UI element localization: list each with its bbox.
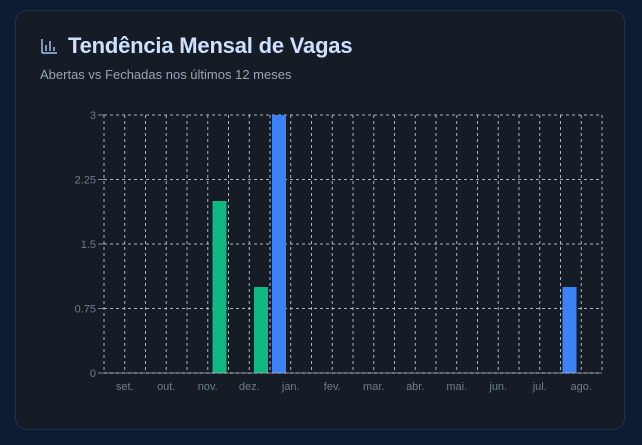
x-tick-label: nov. <box>198 381 218 393</box>
bar-blue <box>562 287 577 373</box>
y-tick-label: 1.5 <box>81 239 96 251</box>
x-tick-label: mai. <box>446 381 467 393</box>
x-tick-label: fev. <box>324 381 341 393</box>
y-tick-label: 2.25 <box>75 175 96 187</box>
bar-green <box>254 287 268 373</box>
x-tick-label: abr. <box>406 381 424 393</box>
x-tick-label: dez. <box>239 381 260 393</box>
bars <box>212 115 577 373</box>
bar-chart-icon <box>40 37 58 55</box>
y-tick-label: 0 <box>90 368 96 380</box>
bar-green <box>212 201 227 373</box>
x-tick-label: jan. <box>281 381 300 393</box>
bar-blue <box>272 115 286 373</box>
x-tick-label: jul. <box>532 381 547 393</box>
x-tick-label: ago. <box>571 381 592 393</box>
y-tick-label: 3 <box>90 110 96 122</box>
grid <box>98 114 603 374</box>
title-row: Tendência Mensal de Vagas <box>40 33 353 59</box>
x-tick-label: mar. <box>363 381 384 393</box>
chart-title: Tendência Mensal de Vagas <box>68 33 353 58</box>
chart-subtitle: Abertas vs Fechadas nos últimos 12 meses <box>40 67 292 82</box>
x-tick-label: set. <box>116 381 134 393</box>
chart-area: 0 0.75 1.5 2.25 3 set. out. nov. dez. jan. fev. mar… <box>16 11 626 431</box>
chart-card: Tendência Mensal de Vagas Abertas vs Fec… <box>15 10 625 430</box>
y-tick-label: 0.75 <box>75 304 96 316</box>
x-tick-label: out. <box>157 381 175 393</box>
bar-chart: 0 0.75 1.5 2.25 3 set. out. nov. dez. jan. fev. mar… <box>75 110 603 393</box>
x-tick-label: jun. <box>488 381 507 393</box>
